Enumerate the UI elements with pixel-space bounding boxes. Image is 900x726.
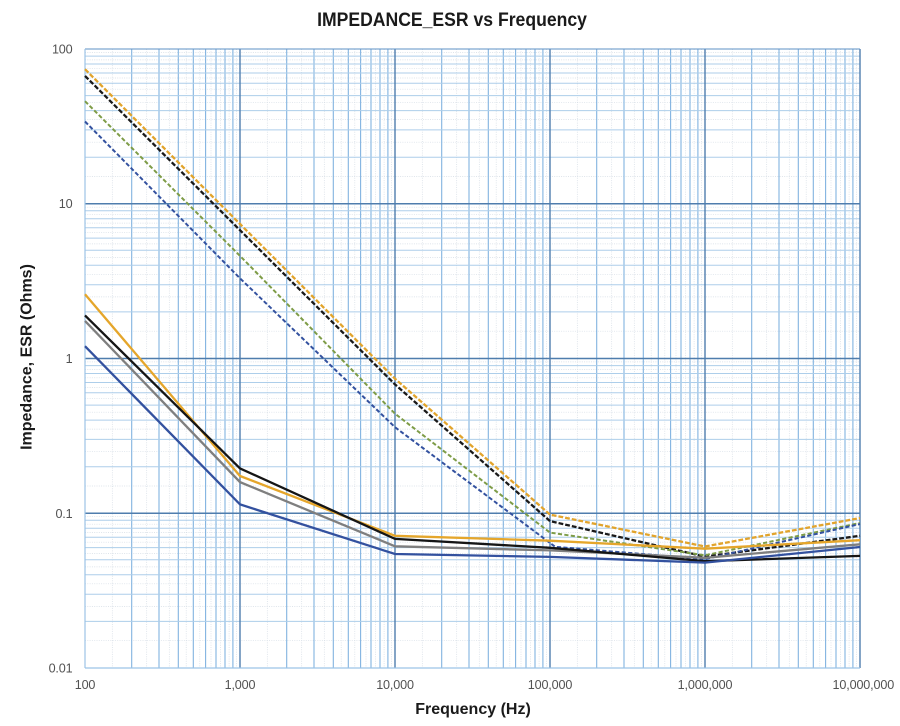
svg-text:10: 10 [59,197,73,211]
svg-text:1,000: 1,000 [225,678,256,692]
svg-text:Impedance, ESR (Ohms): Impedance, ESR (Ohms) [19,264,36,450]
svg-text:10,000,000: 10,000,000 [833,678,895,692]
svg-text:Frequency (Hz): Frequency (Hz) [415,701,531,718]
svg-text:0.01: 0.01 [49,662,73,676]
svg-text:1,000,000: 1,000,000 [678,678,733,692]
svg-text:100: 100 [75,678,96,692]
svg-text:100: 100 [52,43,73,57]
svg-text:100,000: 100,000 [528,678,573,692]
svg-text:1: 1 [66,352,73,366]
svg-text:IMPEDANCE_ESR vs Frequency: IMPEDANCE_ESR vs Frequency [317,8,587,30]
svg-text:10,000: 10,000 [376,678,414,692]
svg-text:0.1: 0.1 [55,507,72,521]
